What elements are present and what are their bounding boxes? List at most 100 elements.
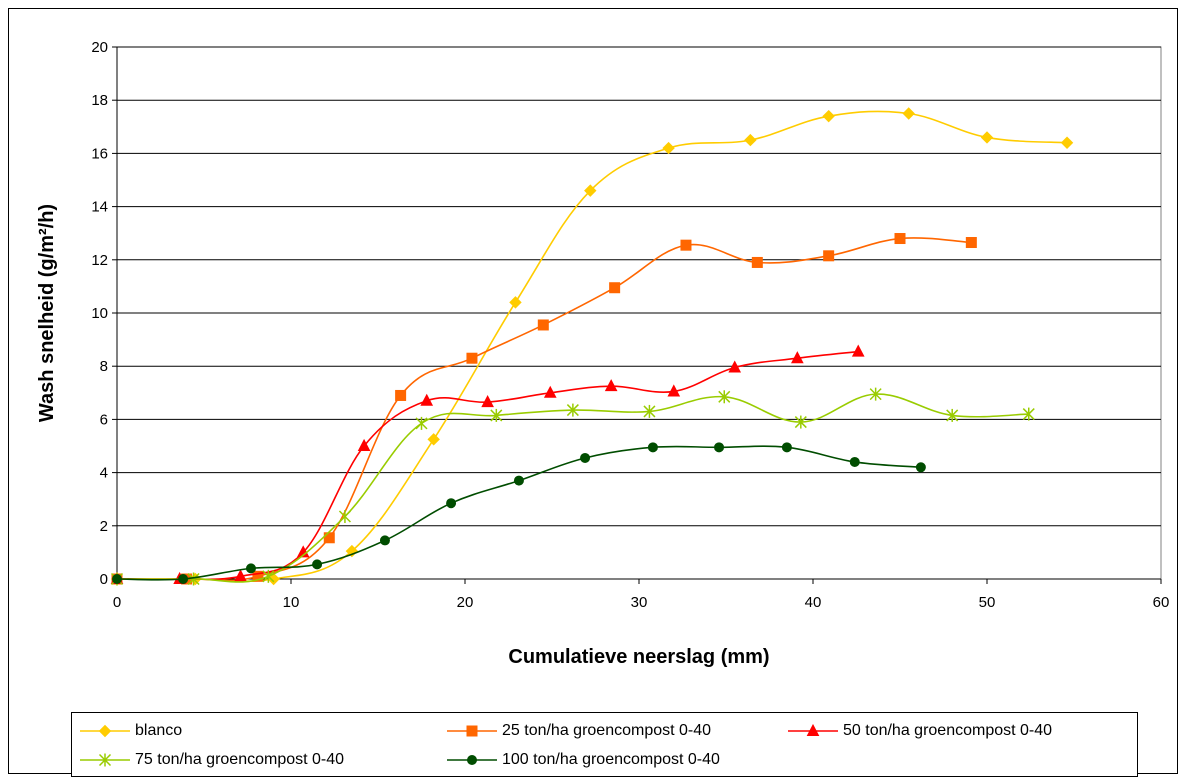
x-tick-label: 50 <box>979 594 996 611</box>
legend-label: 50 ton/ha groencompost 0-40 <box>843 722 1053 739</box>
legend-item: 75 ton/ha groencompost 0-40 <box>78 749 344 771</box>
data-point-triangle <box>543 385 557 398</box>
y-tick-label: 16 <box>91 145 108 162</box>
data-point-square <box>823 250 835 262</box>
legend-marker-triangle <box>806 724 820 736</box>
data-point-circle <box>312 559 323 570</box>
data-point-triangle <box>420 393 434 406</box>
data-point-circle <box>245 563 256 574</box>
legend-swatch <box>80 724 130 738</box>
data-point-square <box>680 239 692 251</box>
data-point-star <box>643 404 656 418</box>
legend-marker-diamond <box>98 724 112 738</box>
x-tick-labels: 0 10 20 30 40 50 60 <box>113 594 1170 611</box>
data-point-triangle <box>667 384 681 397</box>
legend-item: 50 ton/ha groencompost 0-40 <box>786 720 1052 742</box>
data-point-circle <box>513 475 524 486</box>
legend-label: 75 ton/ha groencompost 0-40 <box>135 751 345 768</box>
data-point-diamond <box>1060 136 1074 149</box>
y-tick-labels: 0 2 4 6 8 10 12 14 16 18 20 <box>91 39 108 588</box>
legend-swatch <box>788 724 838 736</box>
data-point-square <box>894 233 906 245</box>
x-tick-label: 20 <box>457 594 474 611</box>
x-tick-label: 30 <box>631 594 648 611</box>
data-point-square <box>965 237 977 249</box>
y-tick-label: 14 <box>91 199 108 216</box>
axes <box>112 46 1162 584</box>
legend-marker-circle <box>467 755 477 765</box>
legend-item: 25 ton/ha groencompost 0-40 <box>445 720 711 742</box>
legend-label: blanco <box>135 722 183 739</box>
data-point-diamond <box>744 133 757 147</box>
data-point-square <box>252 570 264 582</box>
data-point-star <box>187 572 200 586</box>
x-tick-label: 0 <box>113 594 121 611</box>
data-point-star <box>338 509 351 523</box>
data-point-circle <box>446 498 457 509</box>
data-point-diamond <box>509 296 522 309</box>
data-point-star <box>718 390 731 404</box>
data-point-star <box>490 408 503 422</box>
x-tick-label: 10 <box>283 594 300 611</box>
data-point-diamond <box>980 131 994 144</box>
legend: blanco 25 ton/ha groencompost 0-40 50 ton/… <box>71 712 1138 777</box>
legend-marker-square <box>466 725 478 737</box>
data-point-square <box>751 256 763 268</box>
data-point-triangle <box>234 569 247 582</box>
gridlines <box>117 46 1161 527</box>
data-point-star <box>262 569 275 583</box>
data-point-square <box>537 319 549 331</box>
y-tick-label: 18 <box>91 92 108 109</box>
data-point-triangle <box>791 351 804 364</box>
data-point-diamond <box>427 433 440 446</box>
legend-swatch <box>80 753 130 767</box>
data-point-circle <box>849 456 860 467</box>
data-point-triangle <box>851 344 865 357</box>
chart-area: 0 10 20 30 40 50 60 0 2 4 6 8 10 12 14 16 18 20 Cumulati… <box>36 39 1170 668</box>
y-tick-label: 0 <box>100 571 108 588</box>
y-tick-label: 2 <box>100 518 108 535</box>
legend-item: blanco <box>78 720 182 742</box>
data-point-square <box>466 352 478 364</box>
data-point-circle <box>112 574 122 584</box>
data-point-diamond <box>902 107 915 120</box>
data-point-diamond <box>584 184 597 197</box>
legend-label: 25 ton/ha groencompost 0-40 <box>502 722 712 739</box>
data-point-circle <box>379 535 390 546</box>
chart-frame: 0 10 20 30 40 50 60 0 2 4 6 8 10 12 14 16 18 20 Cumulati… <box>8 8 1178 777</box>
data-point-circle <box>915 462 926 473</box>
data-point-circle <box>580 452 591 463</box>
data-point-star <box>794 415 807 429</box>
y-tick-label: 8 <box>100 358 108 375</box>
x-tick-label: 40 <box>805 594 822 611</box>
data-point-triangle <box>357 438 371 451</box>
series-5 <box>112 442 926 584</box>
x-tick-label: 60 <box>1153 594 1170 611</box>
data-point-triangle <box>296 545 310 558</box>
data-point-star <box>566 403 579 417</box>
data-point-circle <box>781 442 792 453</box>
y-tick-label: 12 <box>91 252 108 269</box>
data-point-triangle <box>604 379 618 392</box>
data-point-diamond <box>822 109 835 123</box>
data-point-square <box>395 389 407 401</box>
y-tick-label: 4 <box>100 465 108 482</box>
legend-item: 100 ton/ha groencompost 0-40 <box>445 749 720 771</box>
y-tick-label: 10 <box>91 305 108 322</box>
y-tick-label: 6 <box>100 411 108 428</box>
data-point-square <box>609 282 621 294</box>
data-point-circle <box>178 574 189 584</box>
data-point-star <box>946 408 959 422</box>
data-point-diamond <box>662 141 675 155</box>
data-point-star <box>415 416 428 430</box>
legend-swatch <box>447 755 497 765</box>
x-axis-title: Cumulatieve neerslag (mm) <box>508 646 769 668</box>
legend-marker-star <box>98 753 112 767</box>
data-point-star <box>869 387 882 401</box>
data-point-triangle <box>728 360 742 373</box>
series-layer <box>110 107 1074 586</box>
y-axis-title: Wash snelheid (g/m²/h) <box>36 204 58 422</box>
data-point-circle <box>714 442 725 453</box>
y-tick-label: 20 <box>91 39 108 56</box>
legend-swatch <box>447 725 497 737</box>
